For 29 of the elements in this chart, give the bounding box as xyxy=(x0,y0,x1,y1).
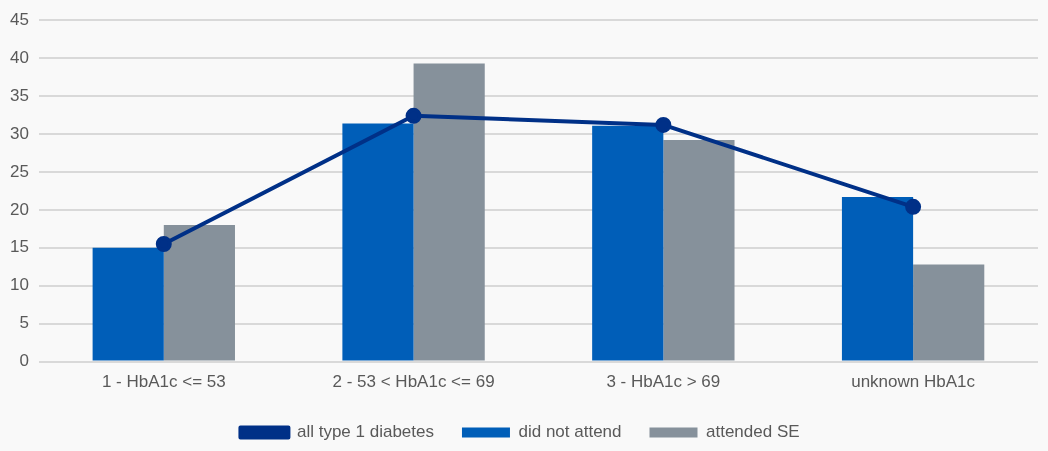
point xyxy=(905,198,922,215)
y-tick-label: 40 xyxy=(9,47,29,67)
y-tick-label: 35 xyxy=(9,85,29,105)
y-tick-label: 0 xyxy=(19,351,29,371)
y-tick-label: 10 xyxy=(9,275,29,295)
bar xyxy=(841,196,914,361)
x-tick-label: 3 - HbA1c > 69 xyxy=(606,372,721,392)
y-tick-label: 25 xyxy=(9,161,29,181)
y-tick-label: 5 xyxy=(19,313,29,333)
x-tick-label: 2 - 53 < HbA1c <= 69 xyxy=(332,372,495,392)
x-tick-label: 1 - HbA1c <= 53 xyxy=(101,372,226,392)
point xyxy=(655,116,672,133)
bar xyxy=(913,264,985,361)
point xyxy=(155,236,172,253)
bar xyxy=(413,63,485,361)
x-tick-label: unknown HbA1c xyxy=(851,372,976,392)
bar xyxy=(592,125,664,361)
legend-label: attended SE xyxy=(706,422,800,442)
bar xyxy=(663,140,735,361)
bar xyxy=(163,225,235,361)
y-tick-label: 20 xyxy=(9,199,29,219)
bar xyxy=(92,247,164,361)
bar xyxy=(342,123,414,361)
y-tick-label: 30 xyxy=(9,123,29,143)
legend-label: did not attend xyxy=(518,422,622,442)
point xyxy=(405,107,422,124)
y-tick-label: 15 xyxy=(9,237,29,257)
y-tick-label: 45 xyxy=(9,9,29,29)
legend-label: all type 1 diabetes xyxy=(296,422,434,442)
